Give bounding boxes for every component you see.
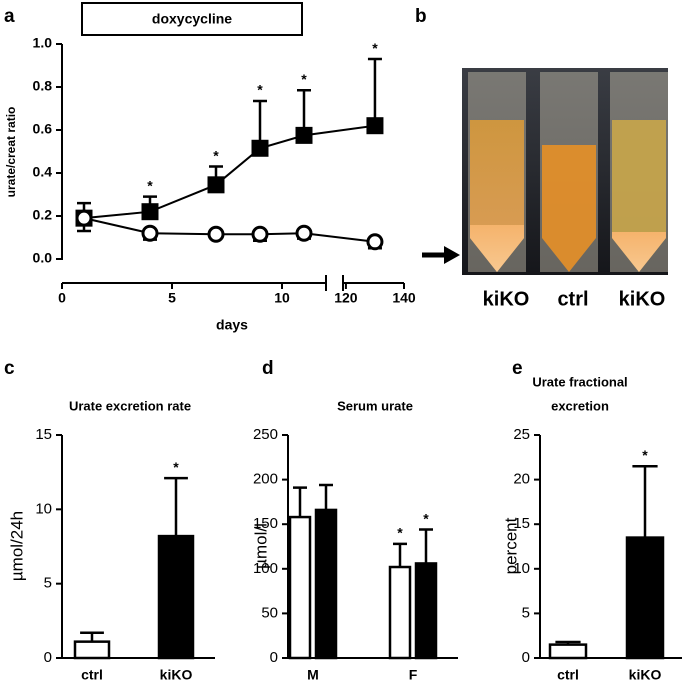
significance: * xyxy=(173,459,179,475)
y-axis-label: urate/creat ratio xyxy=(4,107,18,198)
x-axis-label: days xyxy=(216,317,248,333)
y-axis-label: percent xyxy=(501,517,520,574)
bar xyxy=(288,515,312,660)
y-tick-label: 20 xyxy=(513,471,530,488)
x-tick-label: ctrl xyxy=(557,667,579,682)
point xyxy=(141,224,159,242)
significance: * xyxy=(257,82,263,98)
y-tick-label: 0.6 xyxy=(33,121,53,137)
point xyxy=(207,176,225,194)
y-tick-label: 0.8 xyxy=(33,78,53,94)
photo-label: kiKO xyxy=(483,288,530,310)
y-tick-label: 5 xyxy=(44,575,52,592)
y-tick-label: 5 xyxy=(522,604,530,621)
error-bar xyxy=(632,464,658,538)
x-tick-label: 120 xyxy=(334,290,358,306)
point xyxy=(366,117,384,135)
panel-letter: c xyxy=(4,358,15,379)
point xyxy=(251,139,269,157)
bar xyxy=(314,508,338,660)
x-tick-label: 5 xyxy=(168,290,176,306)
y-tick-label: 150 xyxy=(253,515,278,532)
y-tick-label: 0 xyxy=(44,649,52,666)
bar xyxy=(388,565,412,660)
bar xyxy=(73,640,111,660)
photo-label: ctrl xyxy=(557,288,588,310)
bar xyxy=(414,562,438,660)
x-tick-label: kiKO xyxy=(160,667,193,682)
annotation-box xyxy=(81,2,303,36)
chart-title: Serum urate xyxy=(337,398,413,413)
y-tick-label: 50 xyxy=(261,604,278,621)
series-line xyxy=(83,124,376,220)
y-tick-label: 250 xyxy=(253,426,278,443)
significance: * xyxy=(397,525,403,541)
panel-letter: b xyxy=(415,6,427,27)
y-tick-label: 200 xyxy=(253,471,278,488)
photo-label: kiKO xyxy=(619,288,666,310)
panel-letter: d xyxy=(262,358,274,379)
photo xyxy=(462,68,668,275)
y-tick-label: 10 xyxy=(513,560,530,577)
error-bar xyxy=(367,57,382,126)
x-tick-label: F xyxy=(409,667,418,682)
panel-letter: e xyxy=(512,358,523,379)
arrow xyxy=(422,246,460,264)
panel-letter: a xyxy=(4,6,15,27)
significance: * xyxy=(147,177,153,193)
significance: * xyxy=(642,447,648,463)
error-bar xyxy=(80,631,104,642)
y-tick-label: 0 xyxy=(270,649,278,666)
point xyxy=(141,203,159,221)
error-bar xyxy=(293,486,307,518)
error-bar xyxy=(164,476,188,537)
series-line xyxy=(83,217,376,243)
chart-title: excretion xyxy=(551,398,609,413)
bar xyxy=(625,536,665,660)
error-bar xyxy=(393,542,407,568)
annotation: doxycycline xyxy=(152,11,232,27)
y-tick-label: 100 xyxy=(253,560,278,577)
y-axis-label: µmol/l xyxy=(251,523,270,569)
y-tick-label: 0 xyxy=(522,649,530,666)
x-tick-label: ctrl xyxy=(81,667,103,682)
y-axis-label: µmol/24h xyxy=(7,511,26,581)
significance: * xyxy=(423,510,429,526)
y-tick-label: 15 xyxy=(513,515,530,532)
error-bar xyxy=(319,483,333,510)
y-tick-label: 1.0 xyxy=(33,35,53,51)
point xyxy=(295,126,313,144)
bar xyxy=(548,643,588,660)
point xyxy=(366,233,384,251)
x-tick-label: kiKO xyxy=(629,667,662,682)
y-tick-label: 0.0 xyxy=(33,250,53,266)
point xyxy=(295,224,313,242)
chart-title: Urate fractional xyxy=(532,374,627,389)
y-tick-label: 15 xyxy=(35,426,52,443)
point xyxy=(251,225,269,243)
point xyxy=(207,225,225,243)
y-tick-label: 10 xyxy=(35,500,52,517)
x-tick-label: M xyxy=(307,667,319,682)
significance: * xyxy=(213,147,219,163)
x-tick-label: 0 xyxy=(58,290,66,306)
y-tick-label: 0.2 xyxy=(33,207,53,223)
x-tick-label: 10 xyxy=(274,290,290,306)
chart-title: Urate excretion rate xyxy=(69,398,191,413)
significance: * xyxy=(372,40,378,56)
error-bar xyxy=(419,528,433,564)
x-tick-label: 140 xyxy=(392,290,416,306)
y-tick-label: 25 xyxy=(513,426,530,443)
bar xyxy=(157,534,195,660)
y-tick-label: 0.4 xyxy=(33,164,53,180)
point xyxy=(75,209,93,227)
significance: * xyxy=(301,71,307,87)
